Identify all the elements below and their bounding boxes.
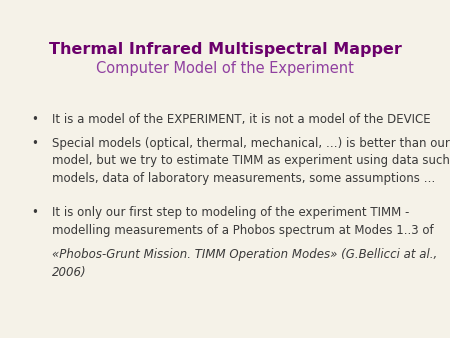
Text: «Phobos-Grunt Mission. TIMM Operation Modes» (G.Bellicci at al.,
2006): «Phobos-Grunt Mission. TIMM Operation Mo…	[52, 248, 437, 279]
Text: •: •	[32, 206, 38, 219]
Text: Computer Model of the Experiment: Computer Model of the Experiment	[96, 61, 354, 76]
Text: •: •	[32, 113, 38, 126]
Text: It is only our first step to modeling of the experiment TIMM -
modelling measure: It is only our first step to modeling of…	[52, 206, 433, 237]
Text: •: •	[32, 137, 38, 150]
Text: It is a model of the EXPERIMENT, it is not a model of the DEVICE: It is a model of the EXPERIMENT, it is n…	[52, 113, 430, 126]
Text: Special models (optical, thermal, mechanical, …) is better than our
model, but w: Special models (optical, thermal, mechan…	[52, 137, 450, 185]
Text: Thermal Infrared Multispectral Mapper: Thermal Infrared Multispectral Mapper	[49, 42, 401, 57]
